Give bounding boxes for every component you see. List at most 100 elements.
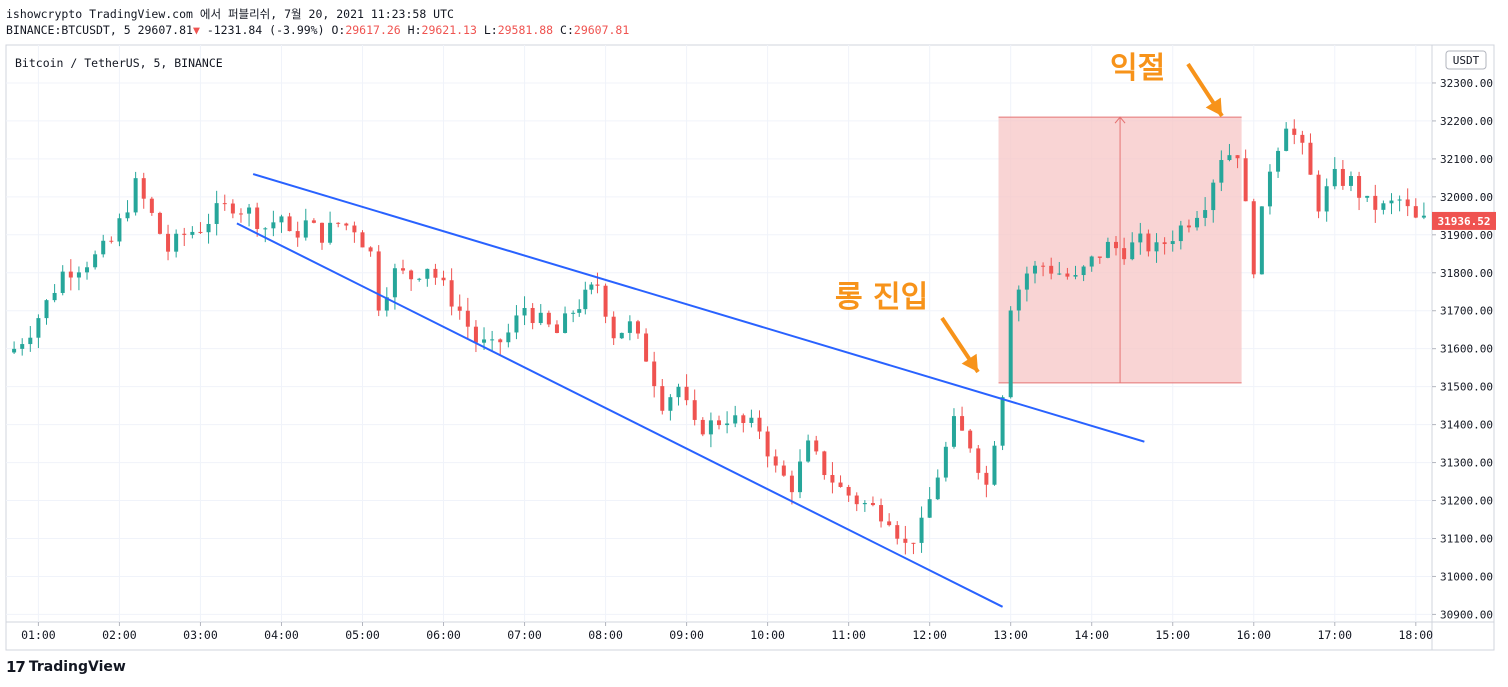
currency-badge — [1445, 50, 1487, 70]
candle-body — [1284, 128, 1289, 151]
candle-body — [781, 465, 786, 476]
x-tick-label: 05:00 — [345, 628, 380, 642]
candle-body — [230, 203, 235, 214]
candle-body — [814, 440, 819, 452]
candle-body — [473, 326, 478, 343]
candle-body — [992, 445, 997, 485]
candle-body — [692, 400, 697, 420]
last-price-label: 31936.52 — [1438, 215, 1491, 228]
candle-body — [846, 486, 851, 496]
candle-body — [1211, 182, 1216, 211]
candle-body — [384, 297, 389, 311]
candle-body — [935, 477, 940, 500]
candle-body — [311, 220, 316, 223]
candle-body — [611, 316, 616, 339]
candle-body — [676, 386, 681, 398]
tradingview-logo[interactable]: 17 TradingView — [6, 658, 126, 676]
candle-body — [644, 333, 649, 362]
candles — [12, 119, 1426, 555]
x-tick-label: 17:00 — [1317, 628, 1352, 642]
candle-body — [1300, 134, 1305, 143]
candle-body — [376, 251, 381, 311]
candle-body — [441, 277, 446, 281]
y-tick-label: 31600.00 — [1440, 343, 1493, 356]
y-tick-label: 31900.00 — [1440, 229, 1493, 242]
candle-body — [1057, 273, 1062, 275]
x-tick-label: 09:00 — [669, 628, 704, 642]
x-tick-label: 11:00 — [831, 628, 866, 642]
candle-body — [255, 207, 260, 229]
candle-body — [490, 339, 495, 341]
candle-body — [1138, 233, 1143, 243]
candle-body — [1413, 206, 1418, 218]
candle-body — [238, 213, 243, 215]
open-value: 29617.26 — [345, 23, 401, 37]
candle-body — [1267, 171, 1272, 207]
candle-body — [76, 272, 81, 278]
candle-body — [1008, 310, 1013, 398]
candle-body — [903, 538, 908, 543]
candle-body — [482, 339, 487, 343]
candle-body — [498, 339, 503, 343]
take-profit-arrow-icon — [1186, 62, 1224, 118]
arrow-head — [1205, 97, 1222, 116]
chart-grid — [5, 44, 1495, 651]
candle-body — [433, 268, 438, 278]
candle-body — [1016, 289, 1021, 311]
candle-body — [141, 178, 146, 199]
candle-body — [263, 228, 268, 230]
candle-body — [344, 223, 349, 226]
publish-info: ishowcrypto TradingView.com 에서 퍼블리쉬, 7월 … — [6, 7, 454, 21]
annotations: 익절롱 진입 Bitcoin / TetherUS, 5, BINANCE USDT… — [15, 50, 1496, 374]
candle-body — [1170, 241, 1175, 245]
arrow-head — [961, 353, 978, 372]
candle-body — [409, 270, 414, 280]
candle-body — [1405, 199, 1410, 207]
open-label: O: — [331, 23, 346, 37]
chart-title: Bitcoin / TetherUS, 5, BINANCE — [15, 56, 223, 70]
close-value: 29607.81 — [573, 23, 630, 37]
candle-body — [44, 300, 49, 319]
candle-body — [530, 307, 535, 324]
change-value: -1231.84 (-3.99%) — [206, 23, 325, 37]
candle-body — [1340, 168, 1345, 186]
chart-frame — [5, 44, 1495, 651]
candle-body — [157, 212, 162, 234]
candle-body — [295, 231, 300, 238]
candle-body — [417, 278, 422, 280]
candle-body — [319, 222, 324, 243]
candle-body — [725, 423, 730, 426]
candle-body — [1178, 225, 1183, 242]
candle-body — [1365, 195, 1370, 198]
candle-body — [911, 542, 916, 544]
long-entry-label: 롱 진입 — [835, 280, 928, 315]
take-profit-label: 익절 — [1110, 51, 1165, 86]
candle-body — [1146, 233, 1151, 252]
candle-body — [506, 332, 511, 343]
candle-body — [879, 505, 884, 522]
candle-body — [577, 309, 582, 313]
y-tick-label: 31100.00 — [1440, 532, 1493, 545]
x-tick-label: 08:00 — [588, 628, 623, 642]
candle-body — [1235, 155, 1240, 159]
y-tick-label: 32000.00 — [1440, 191, 1493, 204]
candle-body — [660, 386, 665, 411]
candle-body — [52, 292, 57, 301]
candle-body — [1203, 210, 1208, 218]
trendline — [236, 222, 1004, 608]
candle-body — [174, 233, 179, 252]
candle-body — [1357, 176, 1362, 198]
candle-body — [1154, 242, 1159, 252]
candle-body — [554, 324, 559, 333]
candle-body — [392, 268, 397, 298]
candle-body — [563, 313, 568, 333]
candle-body — [619, 332, 624, 339]
candle-body — [1316, 174, 1321, 212]
candle-body — [109, 240, 114, 242]
x-tick-label: 18:00 — [1398, 628, 1433, 642]
candle-body — [166, 233, 171, 252]
candle-body — [589, 284, 594, 290]
candle-body — [190, 231, 195, 235]
candle-body — [28, 337, 33, 345]
